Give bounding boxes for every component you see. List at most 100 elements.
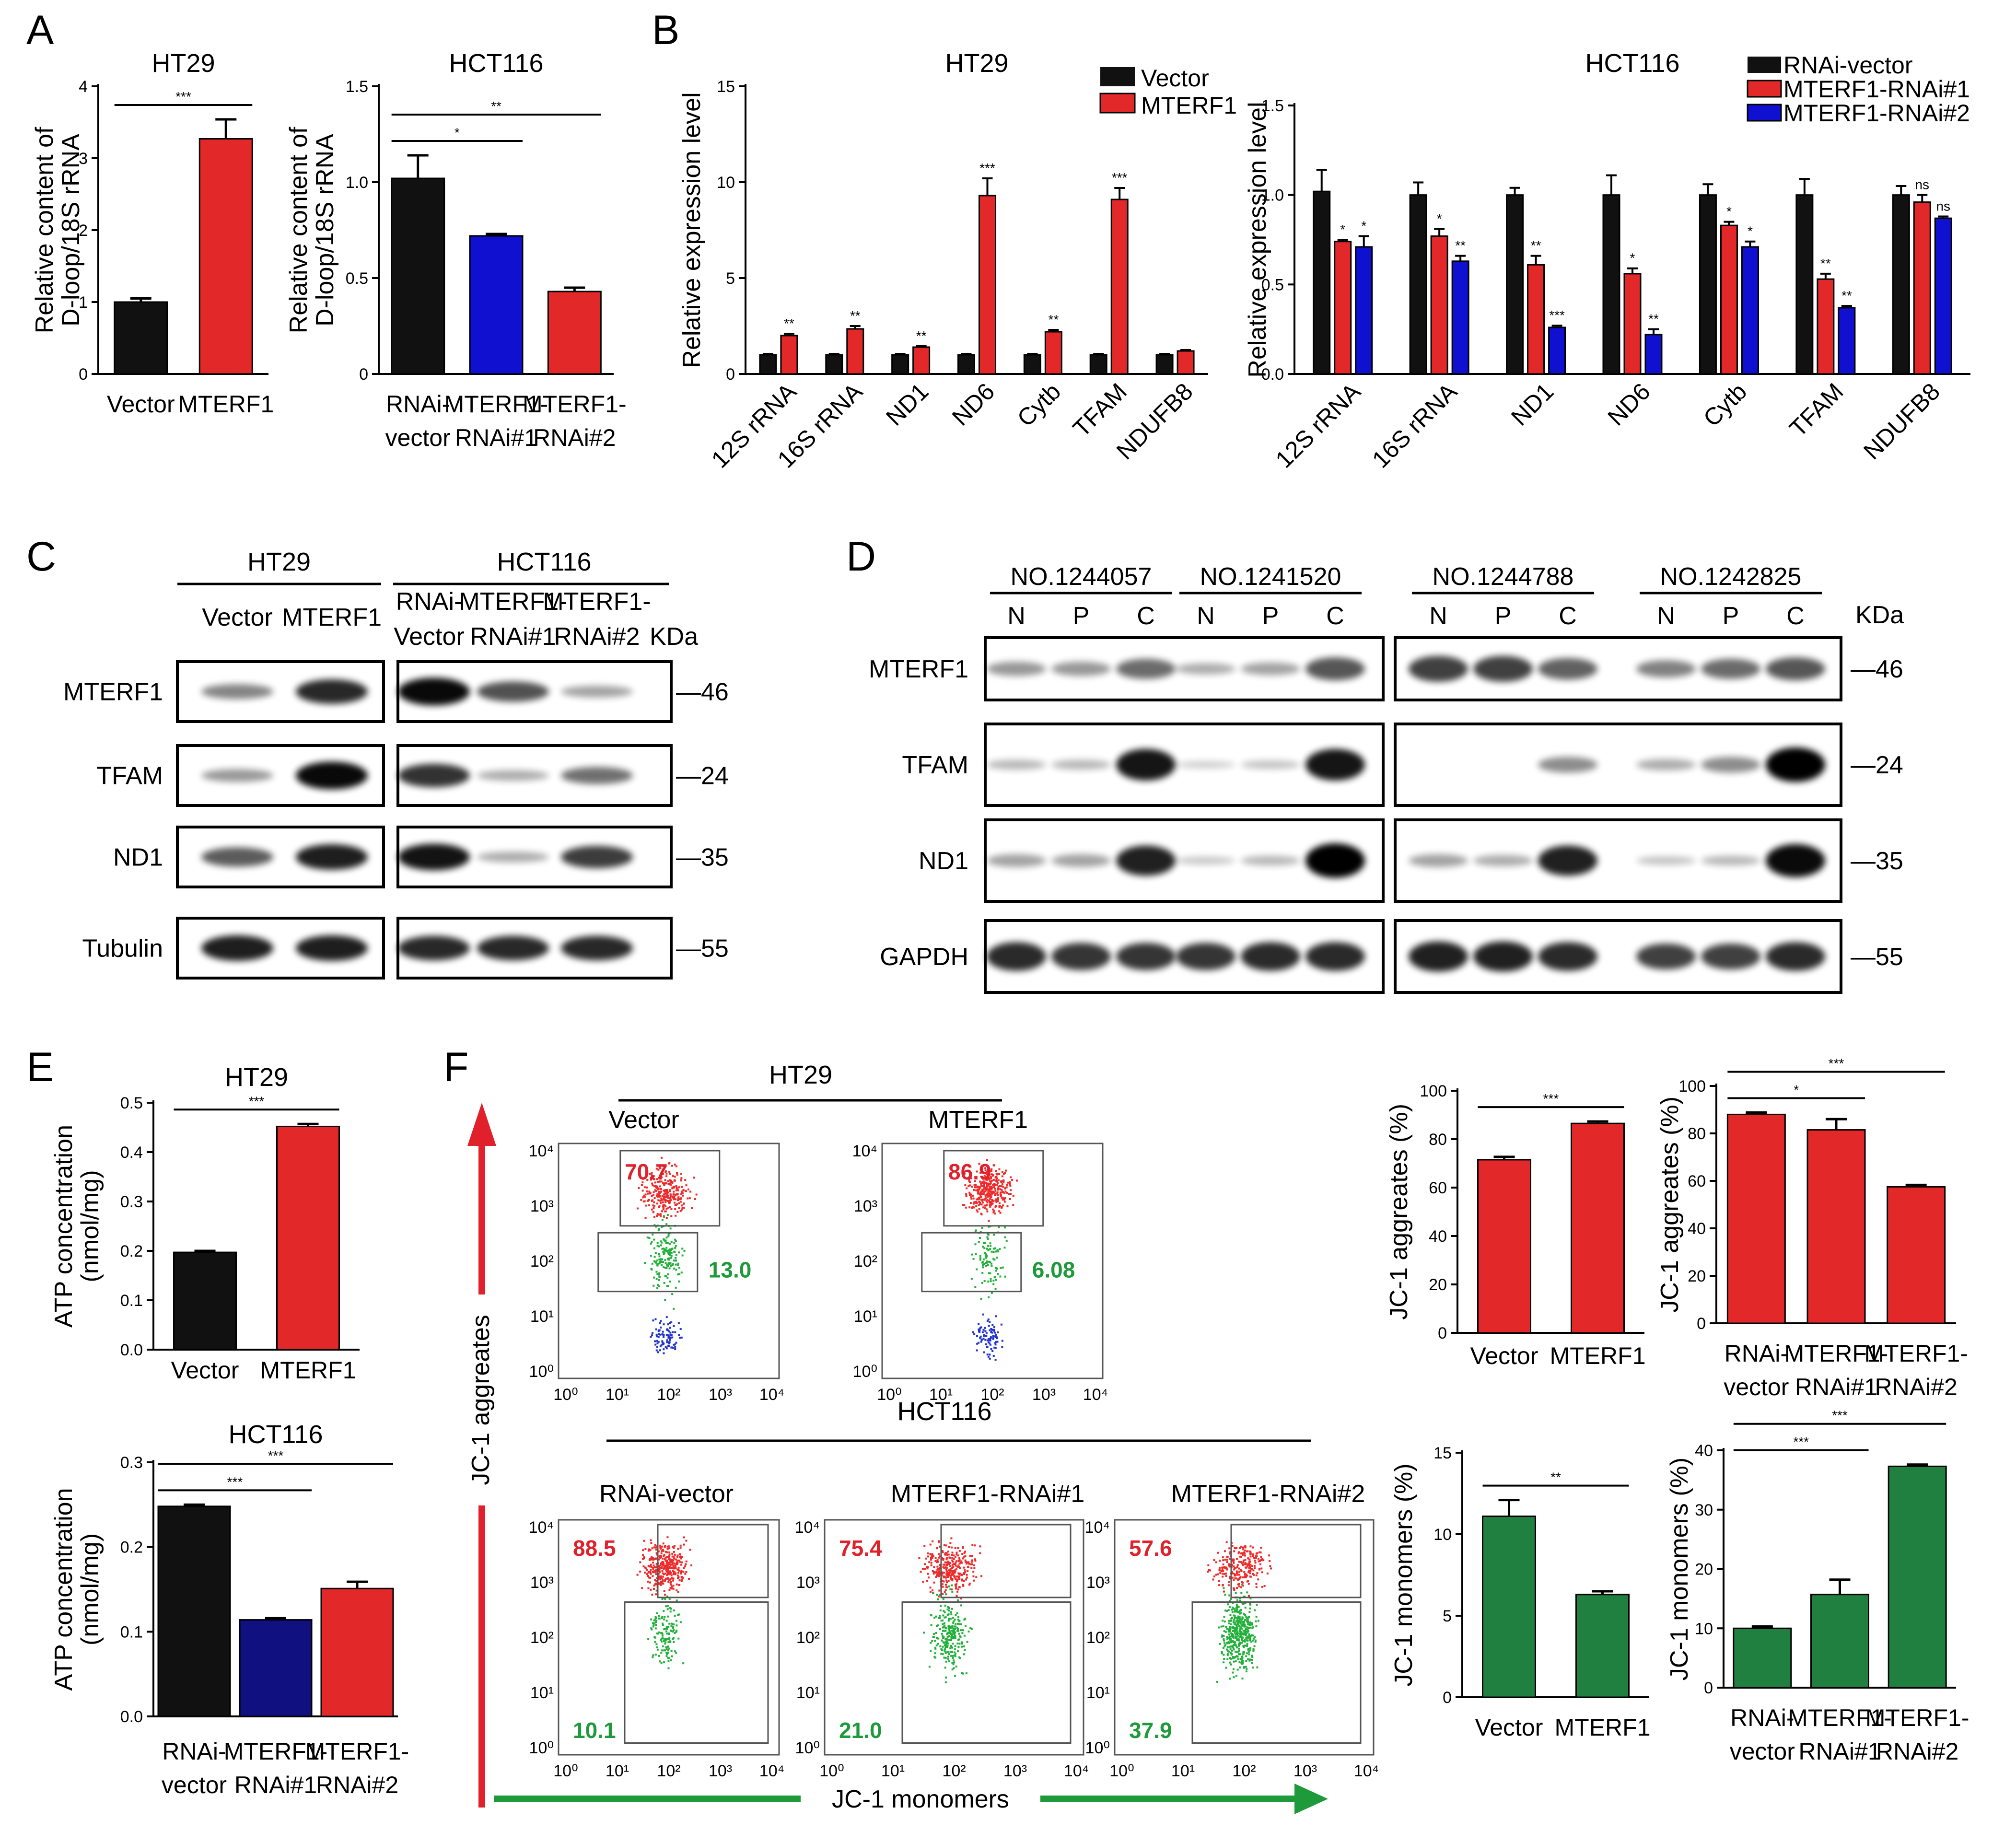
facs-dot-green [652,1656,654,1658]
facs-dot-green [659,1259,662,1261]
lane-label: P [1073,602,1090,630]
facs-dot-green [1232,1646,1234,1648]
facs-dot-red [1231,1545,1234,1547]
facs-dot-green [1235,1603,1238,1606]
facs-dot-green [970,1628,973,1630]
facs-dot-red [995,1205,997,1207]
x-category-label: Vector [107,391,175,418]
facs-dot-green [947,1606,949,1609]
facs-dot-red [680,1563,683,1566]
facs-dot-green [668,1251,671,1253]
facs-dot-red [1226,1555,1229,1558]
facs-dot-red [650,1566,653,1568]
facs-dot-red [662,1557,664,1560]
facs-dot-red [936,1572,938,1574]
facs-dot-green [1247,1623,1249,1625]
y-tick-label: 15 [1433,1444,1452,1462]
facs-dot-green [1249,1635,1252,1637]
facs-dot-red [641,1184,643,1186]
facs-dot-red [671,1560,673,1562]
protein-band [398,935,470,961]
facs-dot-green [666,1637,669,1640]
facs-dot-red [999,1212,1002,1214]
significance-label: * [1361,219,1366,233]
facs-dot-green [1003,1247,1006,1249]
facs-dot-green [1243,1629,1246,1632]
facs-dot-green [656,1646,658,1648]
facs-dot-green [1224,1642,1226,1644]
facs-dot-green [1239,1629,1241,1631]
facs-dot-red [980,1184,983,1187]
protein-band [201,847,273,867]
protein-band [1241,662,1300,676]
facs-dot-green [994,1288,997,1290]
facs-dot-green [1236,1599,1239,1601]
facs-dot-red [659,1544,662,1547]
facs-dot-red [1209,1569,1211,1572]
facs-dot-green [1244,1613,1246,1616]
significance-label: ** [784,316,794,331]
facs-dot-red [671,1563,674,1565]
facs-dot-blue [983,1334,985,1336]
facs-dot-red [918,1557,921,1560]
facs-dot-blue [669,1331,672,1334]
facs-dot-red [987,1173,990,1175]
facs-dot-green [1254,1609,1256,1611]
facs-dot-blue [989,1357,991,1360]
facs-dot-red [977,1190,979,1192]
facs-dot-green [986,1248,989,1250]
facs-dot-green [954,1619,956,1621]
facs-dot-green [948,1628,950,1631]
facs-dot-red [1253,1574,1255,1576]
facs-dot-blue [671,1336,674,1339]
facs-dot-blue [655,1349,658,1352]
protein-band [561,686,633,698]
facs-dot-red [643,1194,645,1197]
facs-dot-red [649,1565,651,1568]
protein-band [1766,844,1825,877]
facs-dot-red [933,1581,935,1584]
facs-dot-blue [982,1338,985,1340]
facs-dot-green [653,1284,655,1287]
facs-dot-blue [662,1343,664,1345]
facs-dot-red [1006,1191,1008,1194]
facs-dot-red [964,1559,967,1562]
facs-dot-red [946,1581,948,1584]
facs-dot-green [679,1621,682,1623]
facs-dot-red [668,1162,670,1165]
facs-dot-blue [989,1339,991,1341]
facs-dot-green [944,1681,947,1683]
facs-dot-blue [656,1340,658,1342]
facs-dot-red [977,1211,979,1213]
facs-dot-red [1249,1566,1251,1568]
facs-dot-red [996,1180,998,1183]
facs-dot-green [664,1239,667,1242]
facs-dot-blue [983,1351,985,1353]
facs-dot-red [988,1220,990,1222]
facs-dot-red [949,1576,952,1578]
facs-dot-blue [978,1341,980,1344]
y-tick-label: 0 [359,365,368,384]
facs-hct116-title: HCT116 [897,1397,991,1426]
facs-dot-green [1235,1645,1237,1647]
facs-dot-red [1222,1559,1224,1562]
facs-dot-red [951,1559,954,1562]
facs-dot-red [645,1567,647,1570]
facs-dot-green [960,1629,962,1632]
facs-dot-green [1241,1616,1244,1619]
facs-dot-green [1249,1649,1251,1652]
facs-dot-blue [986,1319,989,1322]
facs-dot-blue [661,1333,664,1335]
facs-dot-red [662,1575,664,1578]
facs-dot-red [668,1171,671,1173]
facs-dot-red [654,1583,656,1586]
facs-dot-green [660,1632,663,1634]
y-tick-label: 40 [1688,1220,1706,1238]
facs-dot-blue [674,1331,676,1333]
facs-dot-blue [657,1341,660,1343]
facs-dot-red [947,1574,949,1577]
facs-dot-green [657,1284,659,1286]
facs-dot-green [1249,1647,1252,1649]
facs-dot-green [979,1259,981,1261]
